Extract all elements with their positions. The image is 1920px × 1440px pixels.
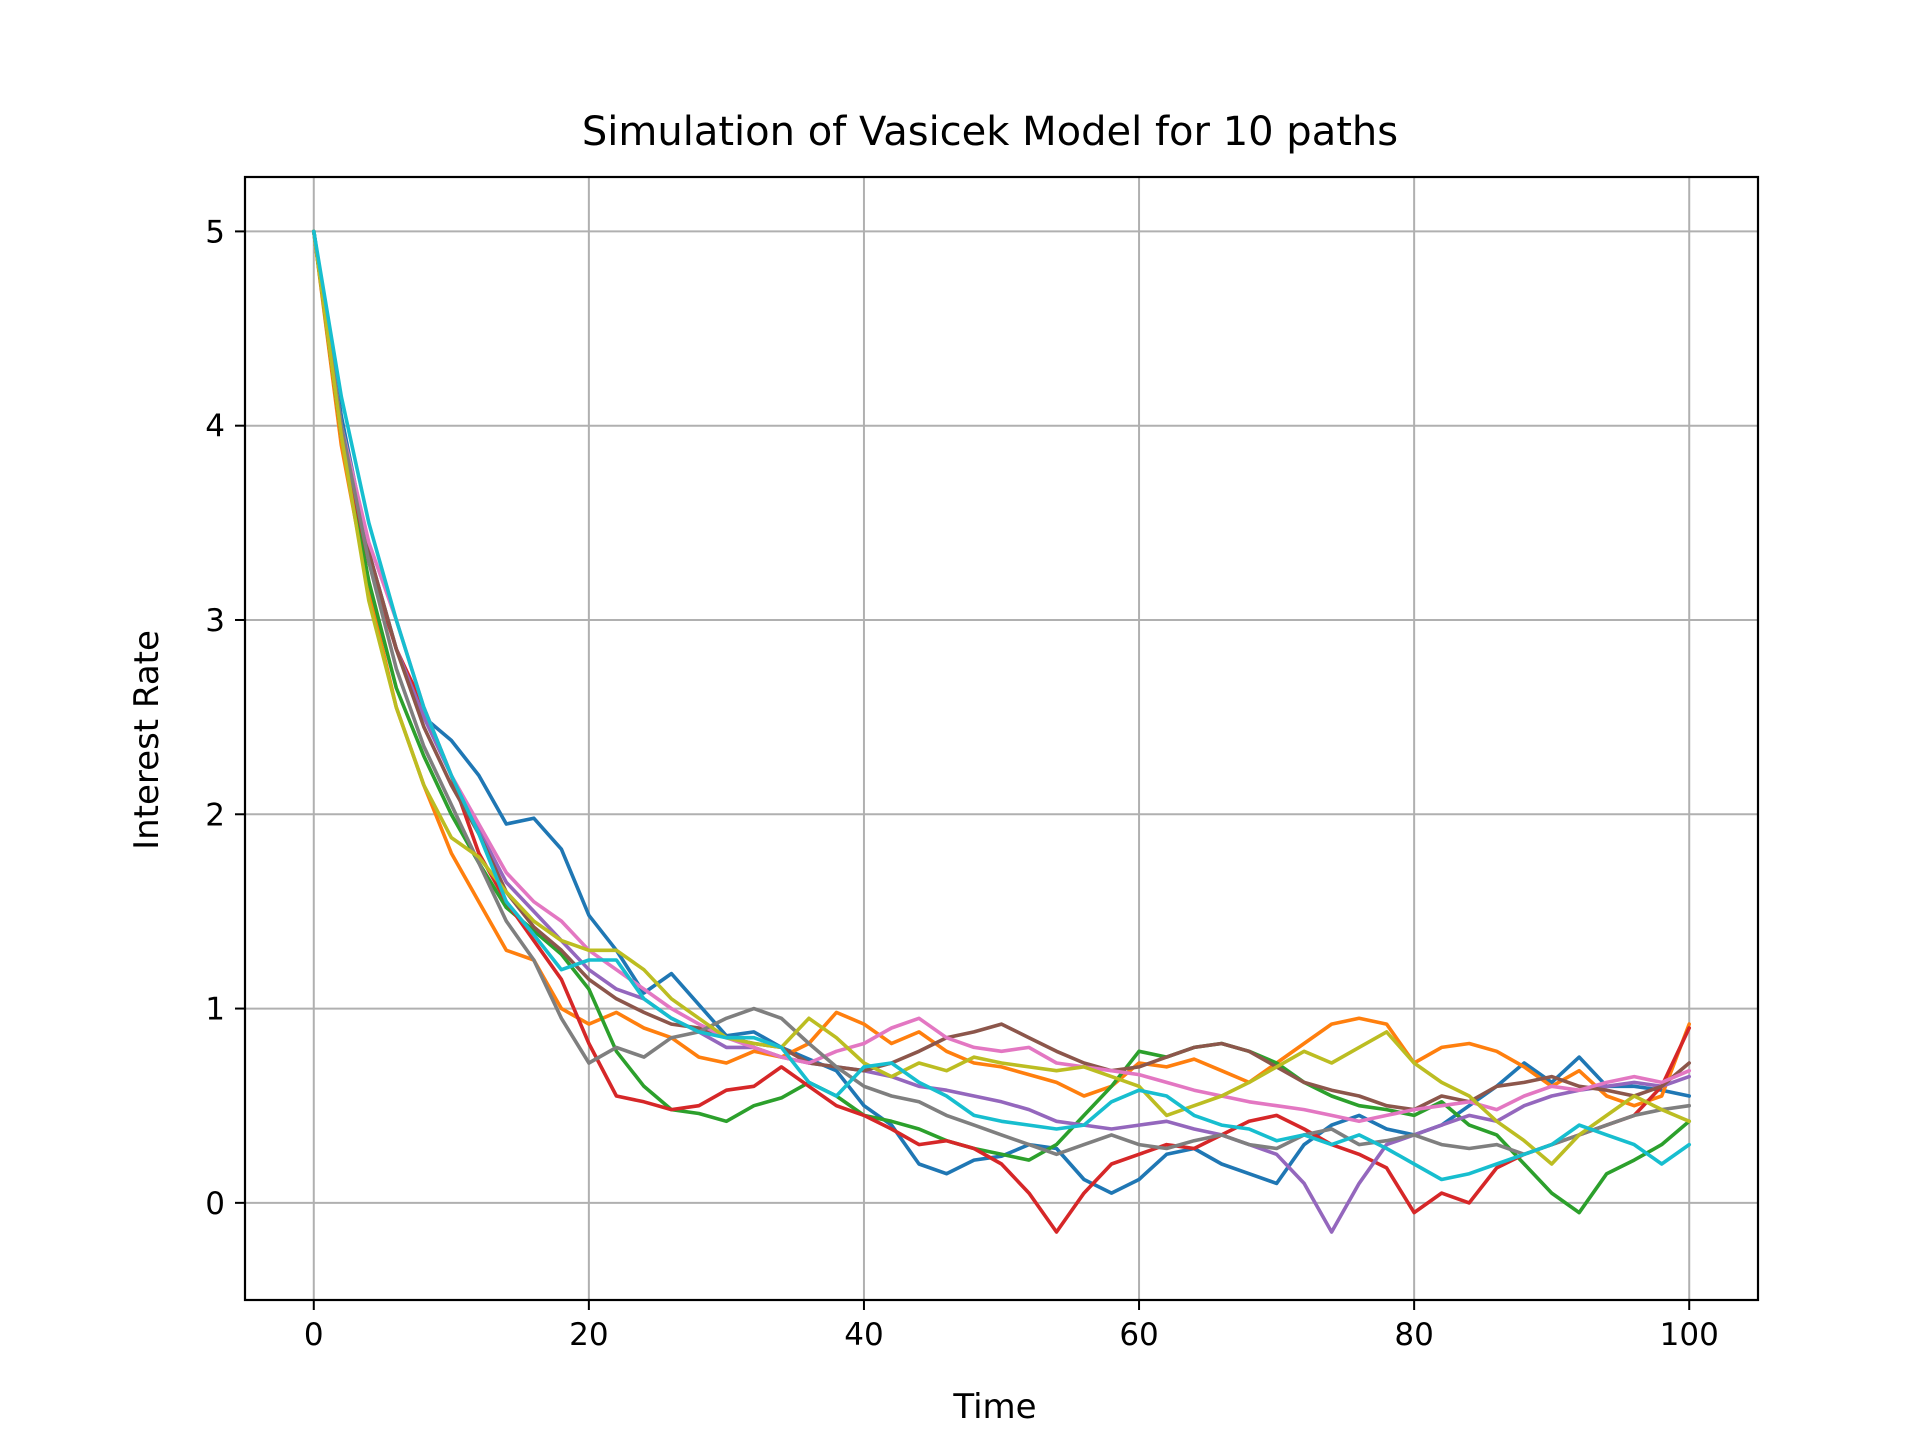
grid: [245, 177, 1758, 1300]
chart-title: Simulation of Vasicek Model for 10 paths: [582, 109, 1398, 155]
y-tick-label: 5: [205, 214, 225, 250]
y-tick-label: 2: [205, 797, 225, 833]
plot-frame: [243, 175, 1760, 1302]
series-line-10: [311, 229, 1691, 1182]
x-axis-label: Time: [952, 1387, 1036, 1427]
y-tick-label: 4: [205, 409, 225, 445]
y-tick-label: 1: [205, 992, 225, 1028]
x-tick-label: 60: [1119, 1317, 1158, 1353]
series-line-5: [311, 229, 1691, 1234]
series-line-1: [311, 229, 1691, 1195]
series-line-4: [311, 229, 1691, 1234]
x-tick-label: 100: [1660, 1317, 1719, 1353]
series-line-7: [311, 229, 1691, 1124]
y-tick-label: 0: [205, 1186, 225, 1222]
x-tick-label: 40: [844, 1317, 883, 1353]
series-line-6: [311, 229, 1691, 1112]
series-line-8: [311, 229, 1691, 1157]
y-axis: 0 1 2 3 4 5: [205, 214, 245, 1222]
x-tick-label: 80: [1394, 1317, 1433, 1353]
y-tick-label: 3: [205, 603, 225, 639]
series-group: [311, 229, 1691, 1234]
series-line-9: [311, 229, 1691, 1166]
x-axis: 0 20 40 60 80 100: [304, 1300, 1719, 1353]
x-tick-label: 0: [304, 1317, 324, 1353]
y-axis-label: Interest Rate: [127, 630, 167, 850]
x-tick-label: 20: [569, 1317, 608, 1353]
